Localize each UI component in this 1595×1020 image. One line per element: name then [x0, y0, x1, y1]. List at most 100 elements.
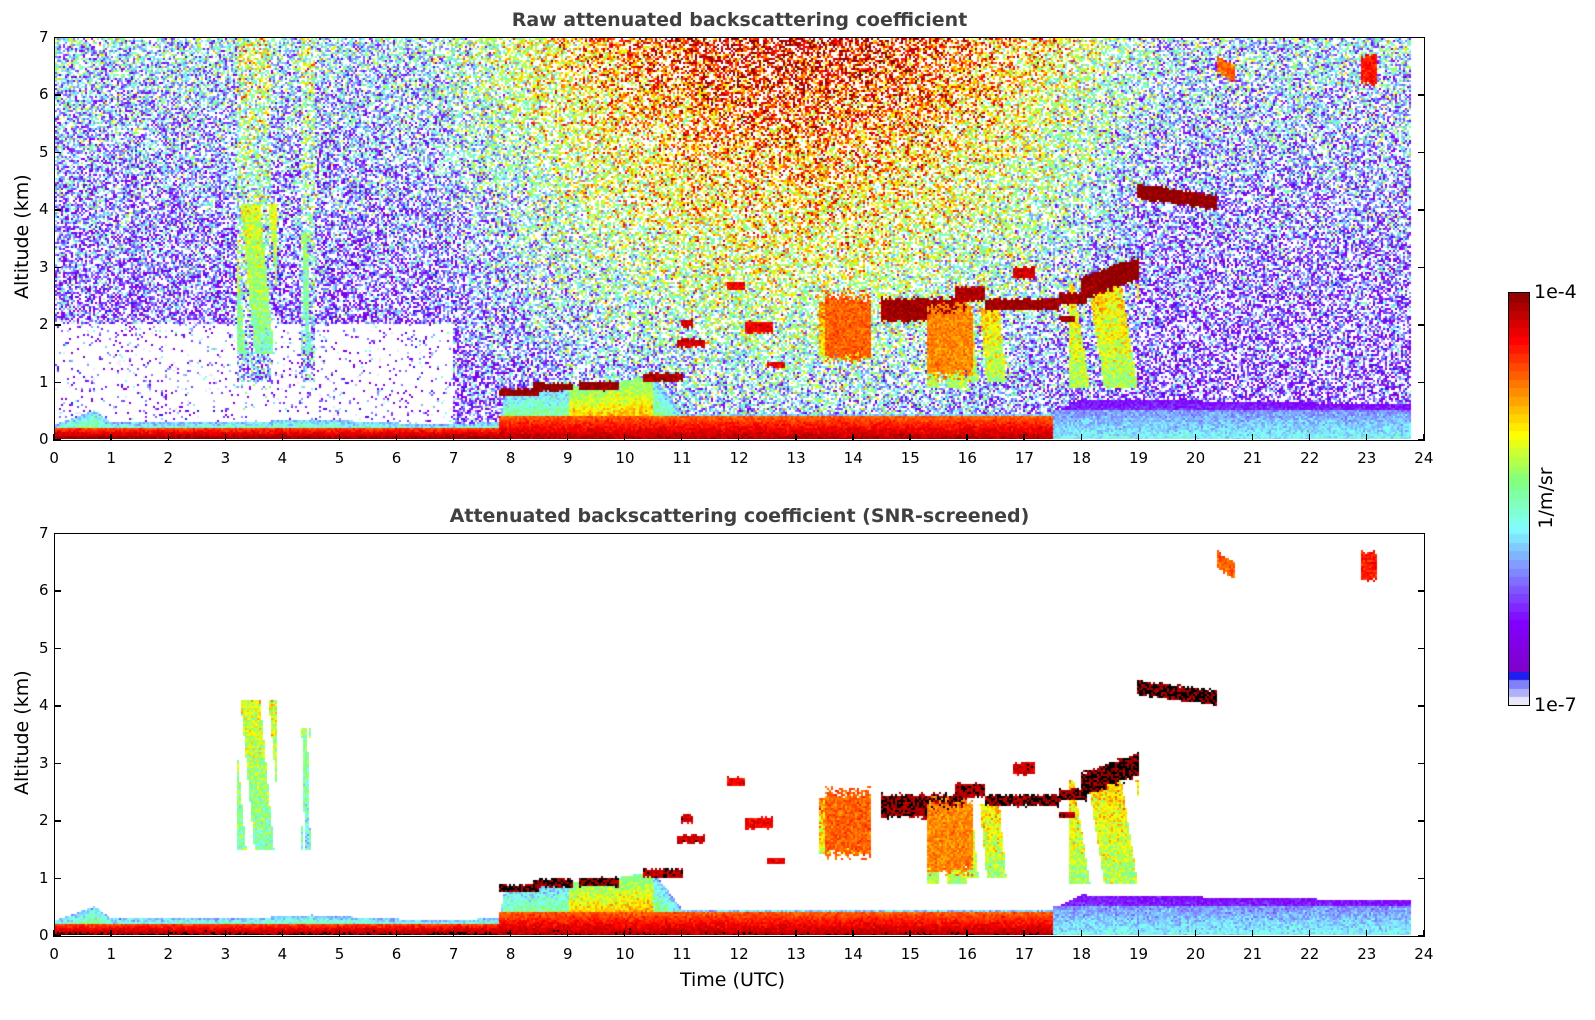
x-tick-label: 9 — [562, 945, 573, 963]
y-tick-label: 5 — [39, 142, 49, 161]
x-tick-mark — [852, 434, 854, 441]
y-tick-label: 6 — [39, 85, 49, 103]
x-tick-mark — [167, 930, 169, 937]
y-tick-mark-right — [1418, 590, 1425, 592]
y-tick-label: 2 — [39, 315, 49, 333]
y-tick-label: 0 — [39, 430, 49, 448]
y-tick-mark — [54, 590, 61, 592]
x-tick-label: 24 — [1414, 945, 1434, 963]
x-tick-mark — [395, 930, 398, 937]
x-tick-mark — [224, 930, 226, 937]
x-tick-label: 13 — [786, 449, 806, 467]
x-tick-mark — [1251, 434, 1253, 441]
y-tick-mark-right — [1418, 209, 1425, 211]
y-tick-mark-right — [1418, 705, 1425, 707]
x-tick-label: 18 — [1071, 449, 1092, 467]
x-tick-label: 15 — [900, 449, 920, 467]
x-tick-mark — [338, 434, 340, 441]
x-tick-label: 7 — [448, 449, 459, 467]
x-tick-label: 5 — [334, 449, 345, 467]
y-tick-label: 6 — [39, 581, 49, 599]
x-tick-label: 3 — [220, 449, 231, 467]
x-tick-label: 20 — [1186, 945, 1206, 963]
x-tick-mark — [681, 930, 683, 937]
x-tick-label: 2 — [163, 449, 174, 467]
y-tick-label: 2 — [39, 811, 49, 829]
y-tick-label: 7 — [39, 523, 49, 542]
x-tick-mark — [909, 434, 911, 441]
x-tick-mark — [110, 434, 112, 441]
y-tick-mark-right — [1418, 820, 1425, 822]
x-tick-label: 7 — [448, 945, 459, 963]
x-tick-label: 18 — [1071, 945, 1092, 963]
y-tick-mark — [54, 762, 61, 765]
bottom-panel-x-axis-label: Time (UTC) — [680, 969, 786, 991]
colorbar-max-label: 1e-4 — [1534, 281, 1577, 303]
x-tick-label: 10 — [615, 449, 635, 467]
x-tick-mark — [1080, 930, 1082, 937]
x-tick-mark — [53, 930, 55, 937]
x-tick-mark — [738, 930, 740, 937]
x-tick-mark — [681, 434, 683, 441]
x-tick-label: 12 — [729, 449, 749, 467]
y-tick-mark — [54, 877, 61, 880]
y-tick-label: 4 — [39, 696, 49, 714]
y-tick-label: 3 — [39, 753, 49, 772]
y-tick-label: 5 — [39, 638, 49, 657]
y-tick-mark — [54, 647, 61, 650]
y-tick-label: 1 — [39, 372, 49, 391]
x-tick-mark — [1194, 930, 1196, 937]
x-tick-mark — [624, 930, 626, 937]
x-tick-label: 8 — [505, 449, 516, 467]
x-tick-mark — [53, 434, 55, 441]
x-tick-mark — [1422, 930, 1425, 937]
colorbar-gradient — [1509, 293, 1529, 705]
x-tick-label: 15 — [900, 945, 920, 963]
x-tick-label: 17 — [1014, 449, 1034, 467]
x-tick-label: 23 — [1357, 449, 1377, 467]
x-tick-label: 9 — [562, 449, 573, 467]
x-tick-label: 6 — [391, 945, 402, 963]
x-tick-label: 16 — [957, 449, 977, 467]
colorbar-min-label: 1e-7 — [1534, 694, 1577, 716]
x-tick-mark — [1308, 434, 1311, 441]
x-tick-mark — [966, 434, 968, 441]
x-tick-label: 22 — [1300, 945, 1320, 963]
x-tick-label: 12 — [729, 945, 749, 963]
x-tick-label: 5 — [334, 945, 345, 963]
x-tick-mark — [795, 434, 797, 441]
x-tick-mark — [1080, 434, 1082, 441]
y-tick-mark — [54, 209, 61, 211]
x-tick-mark — [1308, 930, 1311, 937]
x-tick-label: 19 — [1128, 945, 1149, 963]
x-tick-mark — [1023, 930, 1025, 937]
x-tick-mark — [1251, 930, 1253, 937]
x-tick-mark — [909, 930, 911, 937]
x-tick-label: 0 — [49, 945, 59, 963]
bottom-panel-title: Attenuated backscattering coefficient (S… — [449, 505, 1030, 527]
y-tick-mark — [54, 820, 61, 822]
x-tick-label: 13 — [786, 945, 806, 963]
x-tick-mark — [395, 434, 398, 441]
x-tick-label: 6 — [391, 449, 402, 467]
x-tick-label: 24 — [1414, 449, 1434, 467]
x-tick-mark — [452, 930, 455, 937]
x-tick-label: 14 — [843, 945, 863, 963]
bottom-panel-heatmap — [55, 534, 1423, 935]
bottom-panel-plot-area — [54, 533, 1425, 937]
y-tick-label: 0 — [39, 926, 49, 944]
colorbar — [1508, 292, 1530, 706]
y-tick-mark-right — [1418, 36, 1425, 39]
x-tick-mark — [167, 434, 169, 441]
top-panel-heatmap — [55, 38, 1423, 439]
bottom-panel-y-axis-label: Altitude (km) — [11, 670, 33, 795]
x-tick-label: 0 — [49, 449, 59, 467]
y-tick-mark-right — [1418, 439, 1425, 441]
x-tick-label: 20 — [1186, 449, 1206, 467]
y-tick-label: 7 — [39, 27, 49, 46]
x-tick-mark — [1422, 434, 1425, 441]
x-tick-mark — [1365, 434, 1368, 441]
y-tick-mark-right — [1418, 94, 1425, 96]
x-tick-mark — [738, 434, 740, 441]
y-tick-mark — [54, 151, 61, 154]
